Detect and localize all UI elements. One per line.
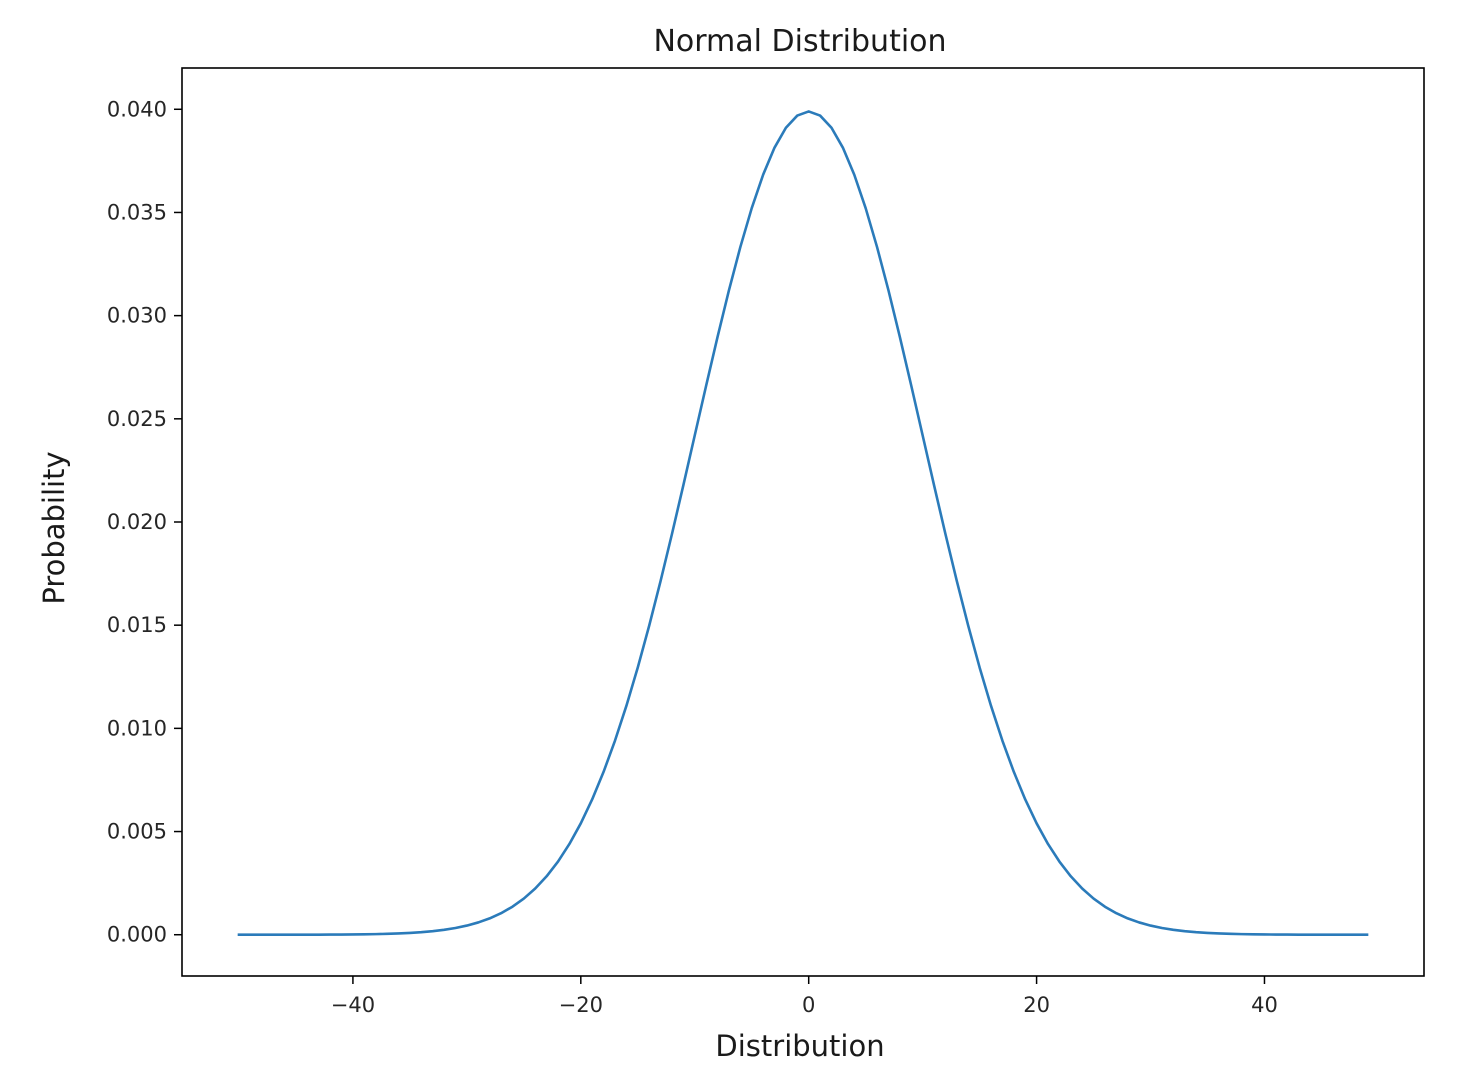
y-tick-label: 0.030 [107,304,167,328]
x-tick-label: −40 [331,993,375,1017]
y-axis: 0.000 0.005 0.010 0.015 0.020 0.025 0.030 0.035… [107,97,182,947]
y-tick-label: 0.015 [107,613,167,637]
y-tick-label: 0.000 [107,923,167,947]
x-tick-label: 20 [1023,993,1050,1017]
plot-area [237,110,1369,937]
y-axis-label: Probability [37,451,71,604]
y-tick-label: 0.025 [107,407,167,431]
y-tick-label: 0.035 [107,200,167,224]
x-tick-label: 40 [1251,993,1278,1017]
y-tick-label: 0.005 [107,820,167,844]
y-tick-label: 0.010 [107,716,167,740]
chart-title: Normal Distribution [653,24,946,59]
plot-frame [181,67,1425,977]
x-tick-label: −20 [559,993,603,1017]
x-tick-label: 0 [802,993,815,1017]
y-tick-label: 0.020 [107,510,167,534]
series-line-normal_pdf [237,110,1369,937]
x-axis-label: Distribution [715,1029,884,1063]
y-tick-label: 0.040 [107,97,167,121]
x-axis: −40 −20 0 20 40 [331,976,1278,1017]
